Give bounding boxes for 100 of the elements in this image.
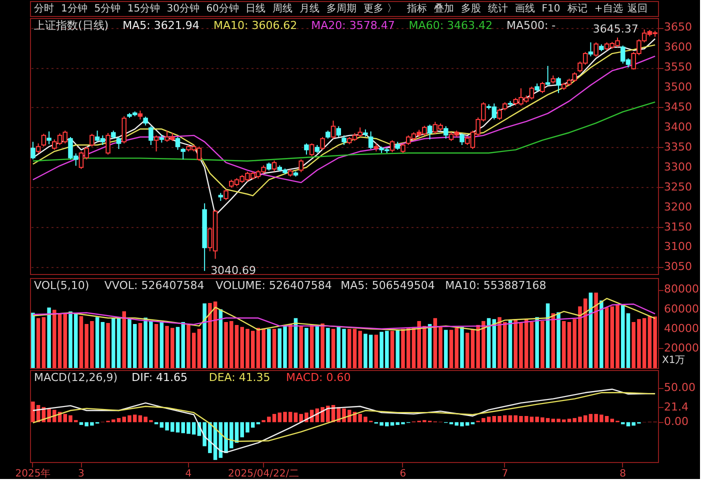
bar <box>315 326 320 368</box>
text: 1分钟 <box>61 2 88 14</box>
chart-title: 上证指数(日线) <box>34 19 109 32</box>
candlestick <box>320 136 325 150</box>
text: 统计 <box>488 2 508 14</box>
y-tick-label: 3400 <box>664 120 692 134</box>
y-tick-label: 3650 <box>664 20 692 34</box>
x-tick-label: 8 <box>620 468 626 480</box>
bar <box>508 320 512 368</box>
candlestick <box>594 42 598 58</box>
x-tick-label: 2025/04/22/二 <box>228 468 300 480</box>
bar <box>202 303 206 368</box>
bar <box>31 312 35 368</box>
text: 周线 <box>272 2 293 14</box>
y-tick-label: 3050 <box>664 260 692 274</box>
annotation: MA500: - <box>506 19 556 32</box>
bar <box>546 303 550 368</box>
text: 叠加 <box>434 2 454 14</box>
bar <box>594 292 598 368</box>
text: 更多 〉 <box>364 2 397 14</box>
candlestick <box>497 108 502 120</box>
x-tick-label: 7 <box>502 468 508 480</box>
bar <box>197 328 202 368</box>
y-tick-label: 50.00 <box>664 380 696 394</box>
bar <box>396 330 400 368</box>
x-tick-label: 2025年 <box>15 468 51 480</box>
text: 日线 <box>246 2 266 14</box>
bar <box>465 332 470 368</box>
candlestick <box>400 142 406 154</box>
y-tick-label: 3600 <box>664 40 692 54</box>
bar <box>138 323 142 368</box>
text: 返回 <box>628 2 648 14</box>
bar <box>460 326 464 368</box>
bar <box>620 304 625 368</box>
y-tick-label: 3550 <box>664 60 692 74</box>
y-tick-label: 3150 <box>664 220 692 234</box>
candlestick <box>148 126 154 146</box>
bar <box>106 323 110 368</box>
bar <box>63 313 68 368</box>
bar <box>600 300 604 368</box>
bar <box>347 328 352 368</box>
candlestick <box>122 116 126 144</box>
bar <box>326 328 330 368</box>
y-tick-label: 3450 <box>664 100 692 114</box>
candlestick <box>309 142 314 157</box>
text: 60分钟 <box>206 2 239 14</box>
bar <box>42 317 46 368</box>
text: MA10: 3606.62 <box>213 19 298 32</box>
y-tick-label: 0.00 <box>664 415 688 428</box>
text: MACD: 0.60 <box>286 371 351 384</box>
line-series <box>32 392 656 442</box>
candlestick <box>272 160 277 172</box>
annotation: 3645.37 <box>592 22 638 36</box>
candlestick <box>106 132 110 156</box>
candlestick <box>545 65 550 86</box>
bar <box>444 330 448 368</box>
y-axis-title: X1万 <box>662 355 686 366</box>
bar <box>122 311 126 368</box>
line-series <box>32 102 656 162</box>
bar <box>272 328 276 368</box>
text: DIF: 41.65 <box>132 371 188 384</box>
candlestick <box>116 136 122 150</box>
bar <box>540 321 544 368</box>
line-series <box>32 298 656 331</box>
y-tick-label: 20000 <box>664 341 699 354</box>
bar <box>535 317 539 368</box>
bar <box>154 324 158 368</box>
text: 15分钟 <box>127 2 160 14</box>
bar <box>374 334 378 368</box>
candlestick <box>30 141 36 160</box>
candlestick <box>588 42 594 57</box>
candlestick <box>342 134 346 146</box>
candlestick <box>90 133 94 148</box>
y-tick-label: 21.4 <box>664 400 688 414</box>
annotation: MA10: 553887168 <box>445 279 546 292</box>
text: 30分钟 <box>166 2 200 14</box>
y-tick-label: 40000 <box>664 322 699 335</box>
candlestick <box>180 148 186 160</box>
text: 分时 <box>34 2 54 14</box>
bar <box>390 330 394 368</box>
candlestick <box>540 81 545 94</box>
text: 画线 <box>514 2 535 14</box>
bar <box>530 322 534 368</box>
candlestick <box>390 140 395 153</box>
line-series <box>32 304 656 330</box>
bar <box>47 308 51 368</box>
y-tick-label: 3350 <box>664 140 692 154</box>
bar <box>267 328 271 368</box>
annotation: VOLUME: 526407584 <box>216 279 332 292</box>
candlestick <box>304 142 309 156</box>
text: 多股 <box>460 2 481 14</box>
y-tick-label: 3250 <box>664 180 692 194</box>
candlestick <box>427 124 432 140</box>
y-tick-label: 3500 <box>664 80 692 94</box>
bar <box>556 312 560 368</box>
bar <box>310 324 314 368</box>
x-tick-label: 4 <box>185 468 192 480</box>
text: 多周期 <box>326 2 357 14</box>
text: 指标 <box>406 2 427 14</box>
text: 5分钟 <box>94 2 121 14</box>
